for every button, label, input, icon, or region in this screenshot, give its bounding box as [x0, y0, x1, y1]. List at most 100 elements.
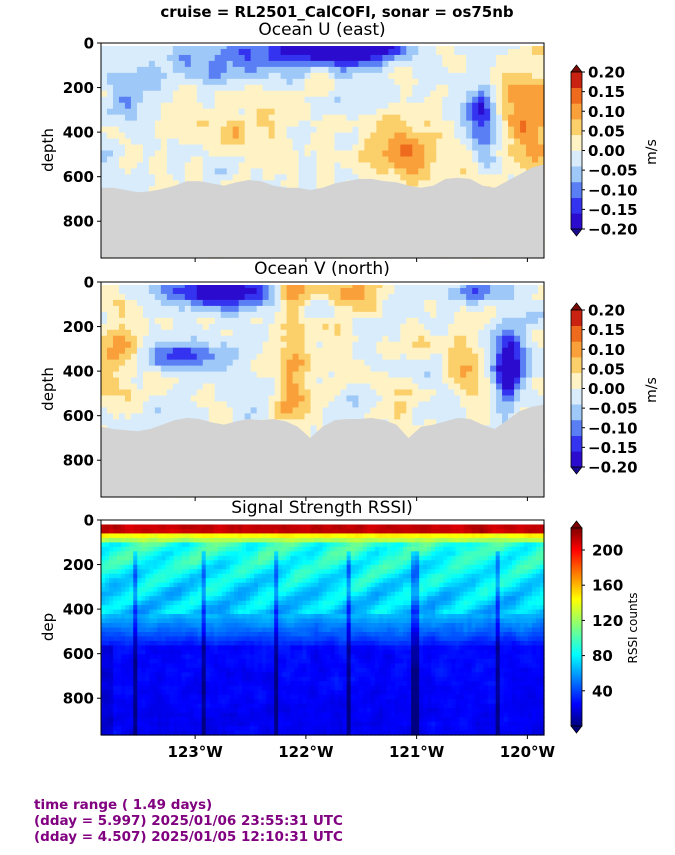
heatmap-cell — [106, 48, 114, 56]
heatmap-cell — [394, 317, 401, 325]
heatmap-cell — [448, 54, 455, 62]
heatmap-cell — [166, 72, 174, 80]
heatmap-cell — [442, 329, 449, 337]
heatmap-cell — [442, 341, 449, 349]
heatmap-cell — [166, 108, 174, 116]
heatmap-cell — [142, 282, 150, 289]
heatmap-cell — [130, 389, 138, 397]
heatmap-cell — [472, 48, 479, 56]
heatmap-cell — [430, 60, 437, 68]
heatmap-cell — [244, 383, 252, 391]
heatmap-cell — [220, 132, 228, 140]
heatmap-cell — [532, 287, 539, 295]
heatmap-cell — [190, 389, 198, 397]
heatmap-cell — [388, 359, 395, 367]
heatmap-cell — [484, 389, 491, 397]
heatmap-cell — [316, 407, 324, 414]
heatmap-cell — [406, 299, 413, 307]
heatmap-cell — [166, 365, 174, 373]
heatmap-cell — [262, 389, 270, 397]
heatmap-cell — [154, 401, 162, 409]
heatmap-cell — [286, 84, 294, 92]
heatmap-cell — [298, 359, 306, 367]
heatmap-cell — [382, 114, 389, 122]
heatmap-cell — [310, 365, 318, 373]
heatmap-cell — [532, 48, 539, 56]
heatmap-cell — [466, 78, 473, 86]
heatmap-cell — [538, 84, 545, 92]
heatmap-cell — [190, 168, 198, 175]
heatmap-cell — [538, 96, 545, 104]
heatmap-cell — [256, 353, 264, 361]
heatmap-cell — [424, 413, 431, 420]
heatmap-cell — [256, 114, 264, 122]
heatmap-cell — [286, 335, 294, 343]
heatmap-cell — [238, 138, 246, 146]
heatmap-cell — [184, 282, 192, 289]
heatmap-cell — [118, 419, 126, 426]
heatmap-cell — [292, 365, 300, 373]
heatmap-cell — [466, 144, 473, 152]
heatmap-cell — [274, 341, 282, 349]
heatmap-cell — [226, 108, 234, 116]
heatmap-cell — [472, 353, 479, 361]
heatmap-cell — [298, 43, 306, 50]
heatmap-cell — [292, 305, 300, 313]
heatmap-cell — [118, 120, 126, 128]
heatmap-cell — [101, 305, 108, 313]
heatmap-cell — [406, 323, 413, 331]
heatmap-cell — [316, 180, 324, 187]
heatmap-cell — [130, 413, 138, 420]
heatmap-cell — [388, 377, 395, 385]
heatmap-cell — [430, 371, 437, 379]
heatmap-cell — [214, 96, 222, 104]
heatmap-cell — [346, 305, 354, 313]
heatmap-cell — [160, 96, 168, 104]
heatmap-cell — [178, 90, 186, 98]
heatmap-cell — [442, 162, 449, 170]
heatmap-cell — [250, 377, 258, 385]
heatmap-cell — [262, 174, 270, 181]
heatmap-cell — [202, 293, 210, 301]
heatmap-cell — [172, 395, 180, 403]
heatmap-cell — [472, 78, 479, 86]
heatmap-cell — [166, 138, 174, 146]
heatmap-cell — [472, 43, 479, 50]
heatmap-cell — [352, 353, 360, 361]
heatmap-cell — [430, 96, 437, 104]
heatmap-cell — [214, 293, 222, 301]
heatmap-cell — [136, 120, 144, 128]
heatmap-cell — [178, 162, 186, 170]
heatmap-cell — [148, 54, 156, 62]
heatmap-cell — [250, 299, 258, 307]
heatmap-cell — [478, 126, 485, 134]
heatmap-cell — [208, 156, 216, 164]
heatmap-cell — [382, 156, 389, 164]
heatmap-cell — [136, 60, 144, 68]
heatmap-cell — [184, 168, 192, 175]
heatmap-cell — [496, 341, 503, 349]
heatmap-cell — [520, 359, 527, 367]
heatmap-cell — [226, 78, 234, 86]
heatmap-cell — [430, 407, 437, 414]
heatmap-cell — [118, 335, 126, 343]
heatmap-cell — [418, 293, 425, 301]
heatmap-cell — [112, 389, 120, 397]
heatmap-cell — [412, 126, 419, 134]
heatmap-cell — [226, 60, 234, 68]
heatmap-cell — [514, 305, 521, 313]
heatmap-cell — [202, 353, 210, 361]
heatmap-cell — [370, 389, 377, 397]
heatmap-cell — [124, 102, 132, 110]
heatmap-cell — [112, 335, 120, 343]
heatmap-cell — [250, 156, 258, 164]
heatmap-cell — [400, 138, 407, 146]
heatmap-cell — [508, 174, 515, 181]
heatmap-cell — [220, 389, 228, 397]
heatmap-cell — [538, 383, 545, 391]
heatmap-cell — [454, 335, 461, 343]
heatmap-cell — [274, 96, 282, 104]
heatmap-cell — [106, 90, 114, 98]
heatmap-cell — [184, 120, 192, 128]
heatmap-cell — [262, 353, 270, 361]
